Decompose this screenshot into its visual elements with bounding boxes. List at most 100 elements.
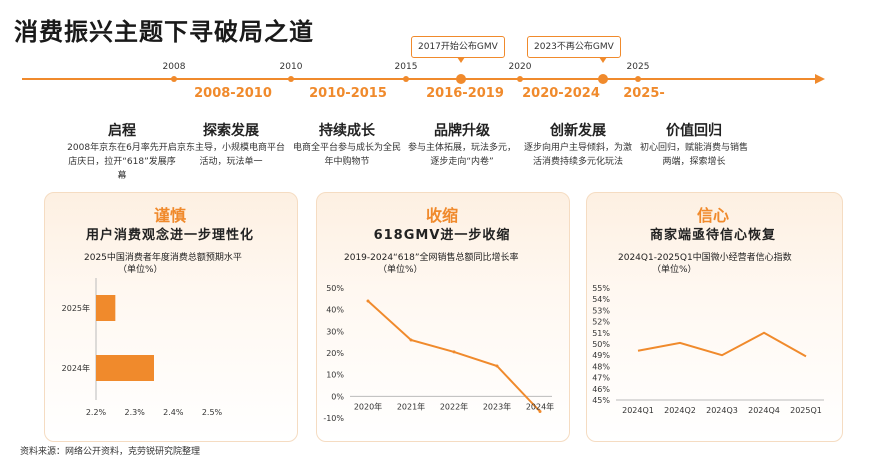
timeline-stage: 2016-2019: [426, 86, 504, 101]
card-contraction: [316, 192, 570, 442]
callout-pointer: [457, 57, 465, 63]
timeline-year: 2008: [162, 62, 186, 72]
phase-title: 持续成长: [319, 123, 375, 139]
y-tick-label: 50%: [592, 340, 610, 349]
y-tick-label: 50%: [326, 284, 344, 293]
x-tick-label: 2024年: [526, 401, 554, 411]
timeline: [22, 57, 825, 84]
chart-title: 2025中国消费者年度消费总额预期水平 （单位%）: [84, 252, 242, 276]
y-tick-label: 49%: [592, 351, 610, 360]
chart-unit: （单位%）: [378, 265, 423, 275]
timeline-year: 2025: [626, 62, 650, 72]
phase-title: 探索发展: [203, 123, 259, 139]
x-tick-label: 2022年: [440, 401, 468, 411]
x-tick-label: 2.5%: [202, 408, 223, 417]
source-note: 资料来源：网络公开资料，克劳锐研究院整理: [20, 447, 201, 457]
x-tick-label: 2024Q2: [664, 406, 696, 415]
phase-desc: 京东主导，小规模电商平台活动，玩法单一: [176, 143, 285, 167]
y-tick-label: 54%: [592, 295, 610, 304]
line-chart-merchant-confidence: 45% 46% 47% 48% 49% 50% 51% 52% 53% 54% 55% 2024Q1 2…: [592, 284, 824, 415]
data-point: [538, 410, 542, 413]
timeline-stage: 2020-2024: [522, 86, 600, 101]
x-tick-label: 2020年: [354, 401, 382, 411]
phase-title: 启程: [108, 123, 136, 139]
timeline-year-dot: [288, 76, 294, 82]
category-label: 2025年: [62, 303, 90, 313]
x-tick-label: 2.3%: [125, 408, 146, 417]
bar: [96, 355, 154, 381]
timeline-callout-dot: [598, 74, 608, 84]
card-subtitle: 商家端亟待信心恢复: [649, 228, 777, 243]
y-tick-label: 45%: [592, 396, 610, 405]
y-tick-label: 0%: [331, 392, 344, 401]
phase-desc: 2008年京东在6月率先开启店庆日，拉开“618”发展序幕: [67, 143, 177, 181]
y-tick-label: 53%: [592, 306, 610, 315]
card-subtitle: 618GMV进一步收缩: [373, 228, 511, 243]
chart-unit: （单位%）: [652, 265, 697, 275]
phase-desc: 参与主体拓展，玩法多元，逐步走向“内卷”: [407, 143, 516, 167]
callout-pointer: [599, 57, 607, 63]
y-tick-label: 20%: [326, 349, 344, 358]
x-tick-label: 2025Q1: [790, 406, 822, 415]
x-tick-label: 2023年: [483, 401, 511, 411]
page-title: 消费振兴主题下寻破局之道: [14, 18, 314, 46]
x-tick-label: 2021年: [397, 401, 425, 411]
chart-title-text: 2025中国消费者年度消费总额预期水平: [84, 253, 242, 263]
timeline-arrow: [815, 74, 825, 84]
phase-title: 品牌升级: [434, 123, 490, 139]
phase-desc: 初心回归，赋能消费与销售两端，探索增长: [639, 143, 748, 167]
timeline-year-dot: [171, 76, 177, 82]
card-caution: [44, 192, 298, 442]
card-subtitle: 用户消费观念进一步理性化: [85, 228, 255, 243]
line-chart-618-growth: -10% 0% 10% 20% 30% 40% 50% 2020年 2021年 2022年 2023…: [323, 284, 554, 423]
timeline-callout: 2023不再公布GMV: [527, 36, 621, 58]
timeline-year: 2015: [394, 62, 418, 72]
y-tick-label: 47%: [592, 374, 610, 383]
bar-chart-consumption-expectation: 2025年 2024年 2.2% 2.3% 2.4% 2.5%: [62, 278, 223, 417]
data-point: [495, 364, 499, 368]
timeline-year: 2020: [508, 62, 532, 72]
y-tick-label: 30%: [326, 327, 344, 336]
y-tick-label: 40%: [326, 306, 344, 315]
series-line: [637, 331, 807, 358]
card-title: 谨慎: [153, 206, 187, 225]
timeline-stage: 2025-: [623, 86, 665, 101]
y-tick-label: 51%: [592, 329, 610, 338]
card-title: 信心: [696, 206, 730, 225]
x-tick-label: 2024Q3: [706, 406, 738, 415]
timeline-year-dot: [403, 76, 409, 82]
timeline-stage: 2010-2015: [309, 86, 387, 101]
y-tick-label: 52%: [592, 318, 610, 327]
x-tick-label: 2.4%: [163, 408, 184, 417]
x-tick-label: 2024Q1: [622, 406, 654, 415]
x-tick-label: 2.2%: [86, 408, 107, 417]
chart-title: 2024Q1-2025Q1中国微小经营者信心指数 （单位%）: [618, 252, 792, 276]
y-tick-label: 10%: [326, 371, 344, 380]
category-label: 2024年: [62, 363, 90, 373]
data-point: [366, 299, 370, 303]
y-tick-label: 55%: [592, 284, 610, 293]
chart-unit: （单位%）: [118, 265, 163, 275]
y-tick-label: 48%: [592, 362, 610, 371]
y-tick-label: 46%: [592, 385, 610, 394]
phase-desc: 电商全平台参与成长为全民年中购物节: [292, 143, 401, 167]
phase-title: 价值回归: [666, 123, 722, 139]
card-title: 收缩: [425, 206, 459, 225]
chart-title-text: 2024Q1-2025Q1中国微小经营者信心指数: [618, 253, 792, 263]
timeline-callout-dot: [456, 74, 466, 84]
timeline-year-dot: [635, 76, 641, 82]
y-tick-label: -10%: [323, 414, 344, 423]
phase-desc: 逐步向用户主导倾斜，为激活消费持续多元化玩法: [523, 143, 632, 167]
timeline-year-dot: [517, 76, 523, 82]
chart-title-text: 2019-2024“618”全网销售总额同比增长率: [344, 253, 519, 263]
x-tick-label: 2024Q4: [748, 406, 780, 415]
series-line: [367, 300, 541, 413]
data-point: [452, 350, 456, 354]
phase-title: 创新发展: [550, 123, 606, 139]
timeline-stage: 2008-2010: [194, 86, 272, 101]
data-point: [409, 338, 413, 342]
chart-title: 2019-2024“618”全网销售总额同比增长率 （单位%）: [344, 252, 519, 276]
timeline-callout: 2017开始公布GMV: [411, 36, 505, 58]
timeline-year: 2010: [279, 62, 303, 72]
bar: [96, 295, 116, 321]
